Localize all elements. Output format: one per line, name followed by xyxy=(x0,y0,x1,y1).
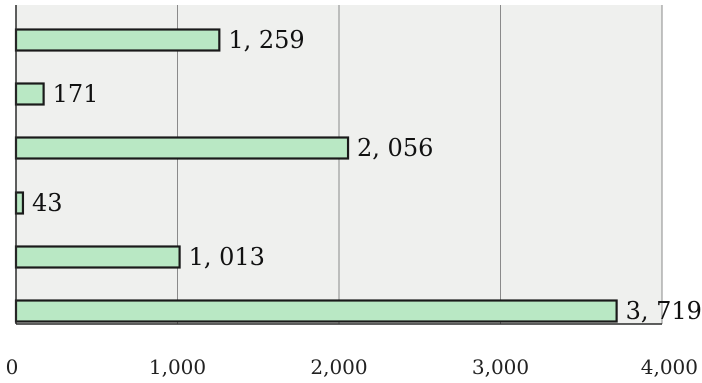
bar xyxy=(14,82,45,106)
x-tick-label: 3,000 xyxy=(472,355,529,379)
bar xyxy=(14,299,618,323)
value-label: 43 xyxy=(32,189,63,217)
bar xyxy=(14,28,221,52)
bar xyxy=(14,136,350,160)
value-labels: 1, 259 171 2, 056 43 1, 013 3, 719 xyxy=(32,26,702,325)
bar xyxy=(14,191,25,215)
x-tick-labels: 0 1,000 2,000 3,000 4,000 xyxy=(6,355,698,379)
value-label: 171 xyxy=(53,80,99,108)
x-tick-label: 0 xyxy=(6,355,19,379)
value-label: 1, 259 xyxy=(228,26,304,54)
x-tick-label: 2,000 xyxy=(310,355,367,379)
value-label: 2, 056 xyxy=(357,134,433,162)
value-label: 1, 013 xyxy=(189,243,265,271)
bar xyxy=(14,245,181,269)
grid-lines xyxy=(177,5,663,324)
x-tick-label: 4,000 xyxy=(641,355,698,379)
bars xyxy=(14,28,618,323)
x-tick-label: 1,000 xyxy=(149,355,206,379)
value-label: 3, 719 xyxy=(626,297,702,325)
